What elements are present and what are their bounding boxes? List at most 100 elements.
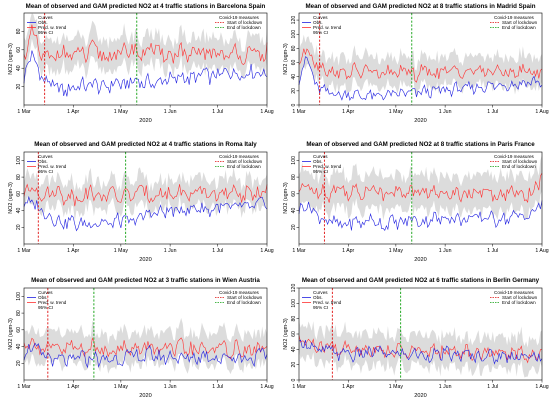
covid-legend-title: Covid-19 measures — [219, 15, 260, 20]
plot-frame — [298, 151, 543, 245]
y-tick-label: 80 — [291, 45, 297, 51]
x-tick-label: 1 Apr — [67, 384, 79, 390]
curves-legend-entry: Obs. — [313, 20, 323, 25]
y-tick-label: 120 — [291, 16, 297, 25]
curves-legend-title: Curves — [38, 290, 53, 295]
y-tick-label: 20 — [291, 362, 297, 368]
y-tick-label: 60 — [291, 60, 297, 66]
covid-legend-entry: Start of lockdown — [227, 159, 263, 164]
x-tick-label: 1 Jul — [212, 109, 223, 115]
x-tick-label: 1 Jun — [164, 248, 177, 254]
curves-legend-title: Curves — [38, 15, 53, 20]
x-axis-label: 2020 — [139, 118, 151, 124]
x-tick-label: 1 Mar — [292, 248, 306, 254]
y-tick-label: 80 — [16, 310, 22, 316]
y-tick-label: 40 — [291, 208, 297, 214]
x-tick-label: 1 May — [389, 248, 404, 254]
curves-legend-entry: Pred. w. trend — [313, 164, 342, 169]
chart-panel-6: Mean of observed and GAM predicted NO2 a… — [283, 277, 549, 399]
covid-legend-title: Covid-19 measures — [494, 154, 535, 159]
x-tick-label: 1 Mar — [17, 248, 31, 254]
covid-legend-entry: Start of lockdown — [227, 20, 263, 25]
chart-title: Mean of observed and GAM predicted NO2 a… — [302, 277, 540, 284]
y-tick-label: 60 — [16, 191, 22, 197]
curves-legend-entry: 95% CI — [38, 169, 53, 174]
ci-band — [299, 320, 542, 378]
y-tick-label: 60 — [16, 47, 22, 53]
curves-legend-entry: Pred. w. trend — [38, 300, 67, 305]
covid-legend-entry: Start of lockdown — [502, 159, 538, 164]
x-axis-label: 2020 — [139, 393, 151, 399]
x-tick-label: 1 Jul — [212, 248, 223, 254]
y-tick-label: 40 — [16, 344, 22, 350]
curves-legend-title: Curves — [313, 290, 328, 295]
chart-panel-2: Mean of observed and GAM predicted NO2 a… — [283, 3, 549, 124]
y-tick-label: 0 — [291, 103, 297, 106]
covid-legend-entry: Start of lockdown — [227, 295, 263, 300]
x-tick-label: 1 May — [389, 109, 404, 115]
y-tick-label: 20 — [16, 84, 22, 90]
x-tick-label: 1 Jun — [439, 248, 452, 254]
covid-legend-title: Covid-19 measures — [219, 154, 260, 159]
x-tick-label: 1 May — [114, 384, 129, 390]
plot-frame — [298, 12, 543, 106]
x-tick-label: 1 Mar — [17, 384, 31, 390]
obs-line — [298, 339, 543, 365]
y-tick-label: 20 — [16, 224, 22, 230]
curves-legend-entry: Obs. — [313, 295, 323, 300]
y-tick-label: 20 — [291, 88, 297, 94]
x-tick-label: 1 Jun — [164, 384, 177, 390]
curves-legend-entry: Obs. — [313, 159, 323, 164]
chart-title: Mean of observed and GAM predicted NO2 a… — [305, 3, 535, 10]
chart-panel-3: Mean of observed and GAM predicted NO2 a… — [8, 141, 274, 263]
covid-legend-entry: Start of lockdown — [502, 20, 538, 25]
curves-legend-entry: 95% CI — [38, 305, 53, 310]
y-tick-label: 120 — [291, 284, 297, 293]
y-tick-label: 40 — [16, 65, 22, 71]
curves-legend-entry: 95% CI — [38, 30, 53, 35]
x-tick-label: 1 Apr — [342, 384, 354, 390]
x-tick-label: 1 Jul — [487, 109, 498, 115]
y-tick-label: 80 — [291, 316, 297, 322]
y-tick-label: 20 — [16, 360, 22, 366]
covid-legend-entry: End of lockdown — [502, 164, 536, 169]
plot-frame — [23, 287, 268, 381]
pred-line — [23, 183, 268, 207]
y-tick-label: 40 — [16, 208, 22, 214]
covid-legend-entry: Start of lockdown — [502, 295, 538, 300]
x-tick-label: 1 Jul — [487, 384, 498, 390]
chart-title: Mean of observed and GAM predicted NO2 a… — [31, 277, 260, 284]
x-tick-label: 1 May — [114, 248, 129, 254]
covid-legend-title: Covid-19 measures — [494, 290, 535, 295]
y-axis-label: NO2 (ugm-3) — [283, 182, 289, 214]
ci-band — [299, 34, 542, 99]
curves-legend-entry: Obs. — [38, 295, 48, 300]
curves-legend-entry: 95% CI — [313, 169, 328, 174]
y-tick-label: 100 — [291, 156, 297, 165]
covid-legend-entry: End of lockdown — [227, 164, 261, 169]
x-tick-label: 1 Apr — [342, 109, 354, 115]
x-tick-label: 1 Jun — [439, 384, 452, 390]
obs-line — [298, 56, 543, 101]
y-tick-label: 100 — [16, 292, 22, 301]
y-tick-label: 80 — [16, 174, 22, 180]
x-tick-label: 1 Apr — [342, 248, 354, 254]
curves-legend-entry: Pred. w. trend — [313, 300, 342, 305]
obs-line — [298, 200, 543, 232]
covid-legend-entry: End of lockdown — [502, 25, 536, 30]
curves-legend-title: Curves — [313, 15, 328, 20]
y-tick-label: 100 — [291, 299, 297, 308]
y-axis-label: NO2 (ugm-3) — [283, 318, 289, 350]
chart-panel-5: Mean of observed and GAM predicted NO2 a… — [8, 277, 274, 399]
pred-line — [23, 337, 268, 360]
y-axis-label: NO2 (ugm-3) — [283, 43, 289, 75]
curves-legend-entry: 95% CI — [313, 305, 328, 310]
pred-line — [23, 24, 268, 65]
y-tick-label: 40 — [291, 346, 297, 352]
curves-legend-entry: Pred. w. trend — [38, 25, 67, 30]
chart-title: Mean of observed and GAM predicted NO2 a… — [34, 141, 257, 148]
ci-band — [24, 167, 267, 222]
curves-legend-title: Curves — [38, 154, 53, 159]
obs-line — [23, 342, 268, 369]
y-axis-label: NO2 (ugm-3) — [8, 318, 14, 350]
